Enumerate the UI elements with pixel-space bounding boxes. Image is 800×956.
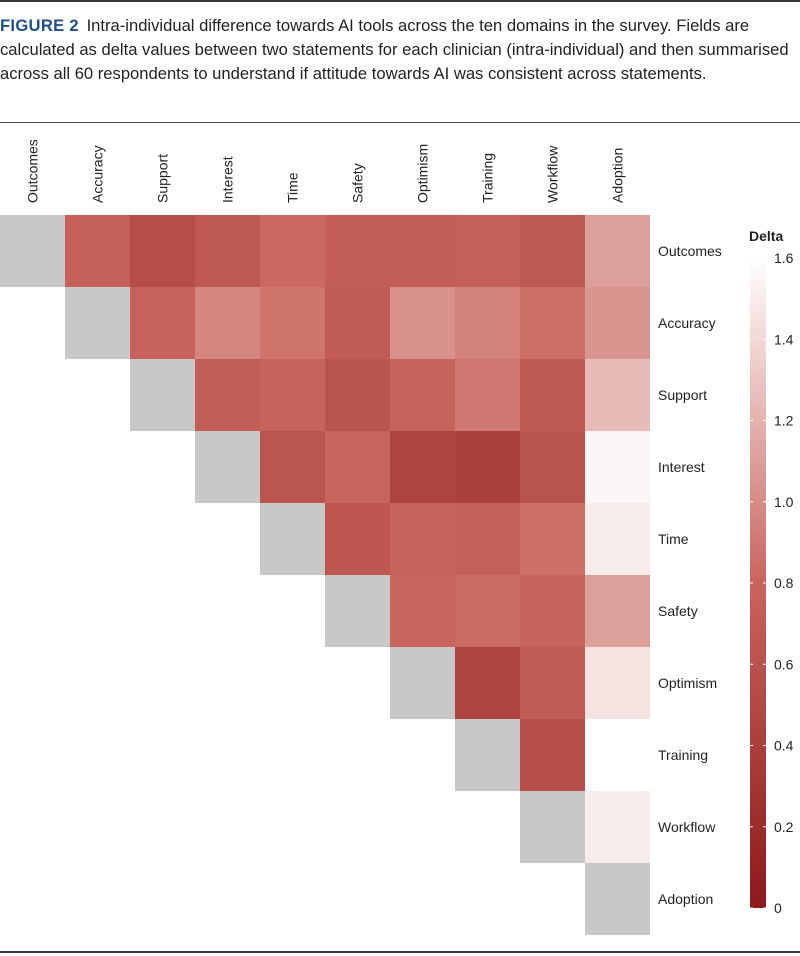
heatmap-cell xyxy=(260,215,325,287)
diagonal-cell xyxy=(585,863,650,935)
y-axis-labels: Outcomes Accuracy Support Interest Time Safet… xyxy=(658,243,722,907)
heatmap-cell xyxy=(455,503,520,575)
x-tick-label: Accuracy xyxy=(90,145,106,203)
legend-tick-label: 1.2 xyxy=(774,413,794,429)
heatmap-cell xyxy=(455,359,520,431)
diagonal-cell xyxy=(520,791,585,863)
heatmap-cell xyxy=(520,575,585,647)
heatmap-cell xyxy=(585,503,650,575)
heatmap-cell xyxy=(130,215,195,287)
y-tick-label: Accuracy xyxy=(658,315,716,331)
heatmap-cell xyxy=(455,287,520,359)
color-legend: Delta 1.6 1.4 1.2 1.0 0.8 0.6 0.4 0.2 0 xyxy=(749,228,794,916)
legend-title: Delta xyxy=(749,228,783,244)
heatmap-cell xyxy=(390,575,455,647)
legend-tick-label: 1.6 xyxy=(774,250,794,266)
heatmap-cell xyxy=(390,287,455,359)
heatmap-cell xyxy=(195,287,260,359)
y-tick-label: Training xyxy=(658,747,708,763)
heatmap-cell xyxy=(195,359,260,431)
figure-label: FIGURE 2 xyxy=(0,16,79,35)
y-tick-label: Support xyxy=(658,387,707,403)
heatmap-cell xyxy=(390,503,455,575)
bottom-rule xyxy=(0,951,800,953)
diagonal-cell xyxy=(65,287,130,359)
legend-tick-label: 1.0 xyxy=(774,494,794,510)
heatmap-cell xyxy=(520,359,585,431)
heatmap-cell xyxy=(390,431,455,503)
x-tick-label: Safety xyxy=(350,163,366,203)
heatmap-cell xyxy=(585,791,650,863)
diagonal-cell xyxy=(0,215,65,287)
diagonal-cell xyxy=(130,359,195,431)
caption-text: Intra-individual difference towards AI t… xyxy=(0,16,789,83)
heatmap-cell xyxy=(455,215,520,287)
legend-tick-label: 0.6 xyxy=(774,656,794,672)
figure-caption: FIGURE 2 Intra-individual difference tow… xyxy=(0,14,790,86)
heatmap-cell xyxy=(195,215,260,287)
heatmap-cell xyxy=(585,287,650,359)
y-tick-label: Time xyxy=(658,531,689,547)
y-tick-label: Outcomes xyxy=(658,243,722,259)
legend-tick-label: 1.4 xyxy=(774,331,794,347)
heatmap-cell xyxy=(585,575,650,647)
heatmap-cell xyxy=(585,215,650,287)
heatmap-cell xyxy=(260,359,325,431)
heatmap-cell xyxy=(520,647,585,719)
y-tick-label: Adoption xyxy=(658,891,713,907)
heatmap-cell xyxy=(325,215,390,287)
x-tick-label: Time xyxy=(285,172,301,203)
diagonal-cell xyxy=(325,575,390,647)
heatmap-cell xyxy=(520,215,585,287)
diagonal-cell xyxy=(455,719,520,791)
x-tick-label: Outcomes xyxy=(25,139,41,203)
y-tick-label: Optimism xyxy=(658,675,717,691)
heatmap-cell xyxy=(585,431,650,503)
heatmap-cells xyxy=(0,215,650,935)
heatmap-cell xyxy=(585,359,650,431)
heatmap-cell xyxy=(455,431,520,503)
x-axis-labels: Outcomes Accuracy Support Interest Time Safet… xyxy=(25,139,626,203)
legend-tick-label: 0 xyxy=(774,900,782,916)
y-tick-label: Workflow xyxy=(658,819,716,835)
heatmap-cell xyxy=(260,287,325,359)
diagonal-cell xyxy=(195,431,260,503)
heatmap-cell xyxy=(325,503,390,575)
heatmap-cell xyxy=(390,359,455,431)
heatmap-cell xyxy=(65,215,130,287)
heatmap-cell xyxy=(390,215,455,287)
heatmap-cell xyxy=(325,431,390,503)
heatmap-cell xyxy=(455,575,520,647)
heatmap-cell xyxy=(325,287,390,359)
heatmap-cell xyxy=(520,431,585,503)
x-tick-label: Interest xyxy=(220,156,236,203)
legend-tick-label: 0.2 xyxy=(774,819,794,835)
legend-tick-label: 0.4 xyxy=(774,738,794,754)
heatmap-cell xyxy=(585,719,650,791)
x-tick-label: Workflow xyxy=(545,145,561,203)
x-tick-label: Adoption xyxy=(610,148,626,203)
heatmap-cell xyxy=(520,287,585,359)
diagonal-cell xyxy=(390,647,455,719)
heatmap-cell xyxy=(520,503,585,575)
diagonal-cell xyxy=(260,503,325,575)
heatmap-cell xyxy=(455,647,520,719)
heatmap-cell xyxy=(260,431,325,503)
heatmap-cell xyxy=(520,719,585,791)
heatmap-cell xyxy=(130,287,195,359)
x-tick-label: Training xyxy=(480,153,496,203)
x-tick-label: Support xyxy=(155,154,171,203)
y-tick-label: Safety xyxy=(658,603,698,619)
legend-color-bar xyxy=(750,258,766,908)
header-rule xyxy=(0,122,800,123)
top-rule xyxy=(0,0,800,2)
heatmap-cell xyxy=(325,359,390,431)
x-tick-label: Optimism xyxy=(415,144,431,203)
heatmap-cell xyxy=(585,647,650,719)
legend-tick-label: 0.8 xyxy=(774,575,794,591)
y-tick-label: Interest xyxy=(658,459,705,475)
